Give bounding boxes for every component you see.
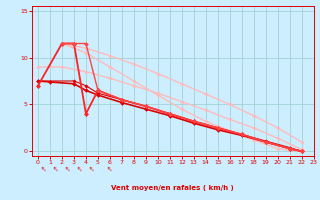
X-axis label: Vent moyen/en rafales ( km/h ): Vent moyen/en rafales ( km/h ): [111, 185, 234, 191]
Text: ↑: ↑: [76, 164, 84, 172]
Text: ↑: ↑: [64, 164, 72, 172]
Text: ↑: ↑: [40, 164, 48, 172]
Text: ↑: ↑: [106, 164, 114, 172]
Text: ↑: ↑: [52, 164, 60, 172]
Text: ↑: ↑: [88, 164, 96, 172]
